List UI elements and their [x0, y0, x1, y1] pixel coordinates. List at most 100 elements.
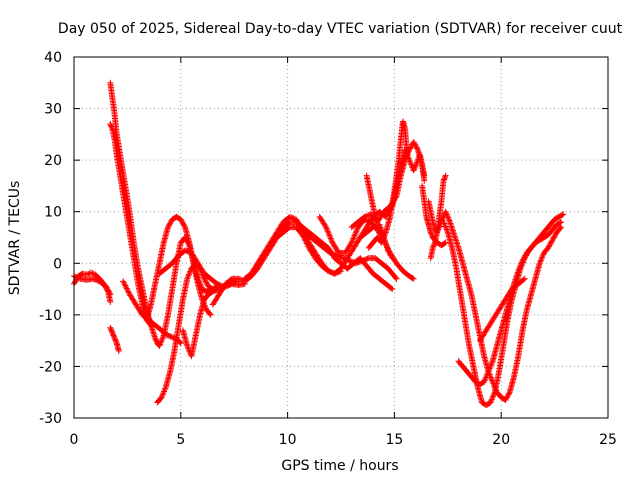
y-tick-label: -10	[39, 308, 62, 324]
data-point-marker	[385, 247, 392, 254]
data-point-marker	[327, 235, 334, 242]
data-point-marker	[373, 215, 380, 222]
data-point-marker	[332, 252, 339, 259]
data-point-marker	[214, 280, 221, 287]
data-point-marker	[85, 270, 92, 277]
data-point-marker	[121, 281, 128, 288]
series-arc-8	[154, 260, 221, 406]
data-point-marker	[364, 255, 371, 262]
data-point-marker	[352, 231, 359, 238]
data-point-marker	[325, 268, 332, 275]
data-point-marker	[406, 157, 413, 164]
data-point-marker	[427, 229, 434, 236]
x-tick-label: 20	[492, 432, 510, 448]
data-point-marker	[158, 336, 165, 343]
data-point-marker	[107, 324, 114, 331]
data-point-marker	[125, 288, 132, 295]
data-point-marker	[186, 271, 193, 278]
data-point-marker	[88, 269, 95, 276]
data-point-marker	[90, 275, 97, 282]
data-point-marker	[393, 275, 400, 282]
data-point-marker	[105, 288, 112, 295]
data-point-marker	[445, 214, 452, 221]
y-tick-label: 30	[44, 102, 62, 118]
data-point-marker	[326, 268, 333, 275]
data-point-marker	[108, 124, 115, 131]
data-point-marker	[303, 240, 310, 247]
data-point-marker	[388, 285, 395, 292]
data-point-marker	[152, 336, 159, 343]
data-point-marker	[363, 256, 370, 263]
data-point-marker	[446, 217, 453, 224]
data-point-marker	[329, 251, 336, 258]
data-point-marker	[362, 213, 369, 220]
data-point-marker	[108, 328, 115, 335]
data-point-marker	[236, 276, 243, 283]
data-point-marker	[303, 239, 310, 246]
plot-frame	[73, 56, 609, 419]
data-point-marker	[410, 167, 417, 174]
data-point-marker	[92, 276, 99, 283]
data-point-marker	[406, 158, 413, 165]
data-point-marker	[408, 161, 415, 168]
data-point-marker	[109, 329, 116, 336]
data-point-marker	[124, 286, 131, 293]
data-point-marker	[166, 221, 173, 228]
data-point-marker	[428, 230, 435, 237]
data-point-marker	[161, 388, 168, 395]
y-tick-label: -20	[39, 359, 62, 375]
data-point-marker	[104, 286, 111, 293]
series-arc-22	[425, 198, 565, 403]
data-point-marker	[345, 257, 352, 264]
data-point-marker	[159, 391, 166, 398]
data-point-marker	[411, 166, 418, 173]
data-point-marker	[105, 287, 112, 294]
data-point-marker	[180, 221, 187, 228]
data-point-marker	[439, 216, 446, 223]
data-point-marker	[327, 269, 334, 276]
data-point-marker	[185, 272, 192, 279]
data-point-marker	[443, 211, 450, 218]
data-point-marker	[186, 269, 193, 276]
data-point-marker	[325, 231, 332, 238]
data-point-marker	[107, 121, 114, 128]
data-point-marker	[389, 286, 396, 293]
data-point-marker	[211, 288, 218, 295]
data-point-marker	[235, 275, 242, 282]
data-point-marker	[179, 219, 186, 226]
x-tick-label: 15	[385, 432, 403, 448]
grid	[74, 57, 608, 418]
data-point-marker	[349, 238, 356, 245]
data-point-marker	[187, 268, 194, 275]
data-point-marker	[331, 251, 338, 258]
data-point-marker	[410, 139, 417, 146]
data-point-marker	[380, 235, 387, 242]
data-point-marker	[382, 230, 389, 237]
data-point-marker	[183, 247, 190, 254]
data-point-marker	[161, 387, 168, 394]
data-point-marker	[83, 271, 90, 278]
data-point-marker	[111, 333, 118, 340]
data-point-marker	[412, 163, 419, 170]
y-tick-label: 10	[44, 205, 62, 221]
series-arc-23	[440, 211, 567, 409]
data-point-marker	[201, 275, 208, 282]
data-point-marker	[122, 284, 129, 291]
data-point-marker	[302, 237, 309, 244]
data-point-marker	[178, 217, 185, 224]
data-point-marker	[164, 224, 171, 231]
data-point-marker	[111, 335, 118, 342]
series-arc-4	[107, 79, 214, 349]
data-point-marker	[108, 327, 115, 334]
data-point-marker	[348, 239, 355, 246]
series-arc-10	[179, 280, 248, 360]
data-point-marker	[327, 234, 334, 241]
data-point-marker	[187, 266, 194, 273]
data-point-marker	[412, 142, 419, 149]
chart-title: Day 050 of 2025, Sidereal Day-to-day VTE…	[58, 21, 623, 37]
y-tick-label: 20	[44, 153, 62, 169]
data-point-marker	[381, 232, 388, 239]
data-point-marker	[361, 213, 368, 220]
data-point-marker	[103, 283, 110, 290]
data-point-marker	[207, 311, 214, 318]
